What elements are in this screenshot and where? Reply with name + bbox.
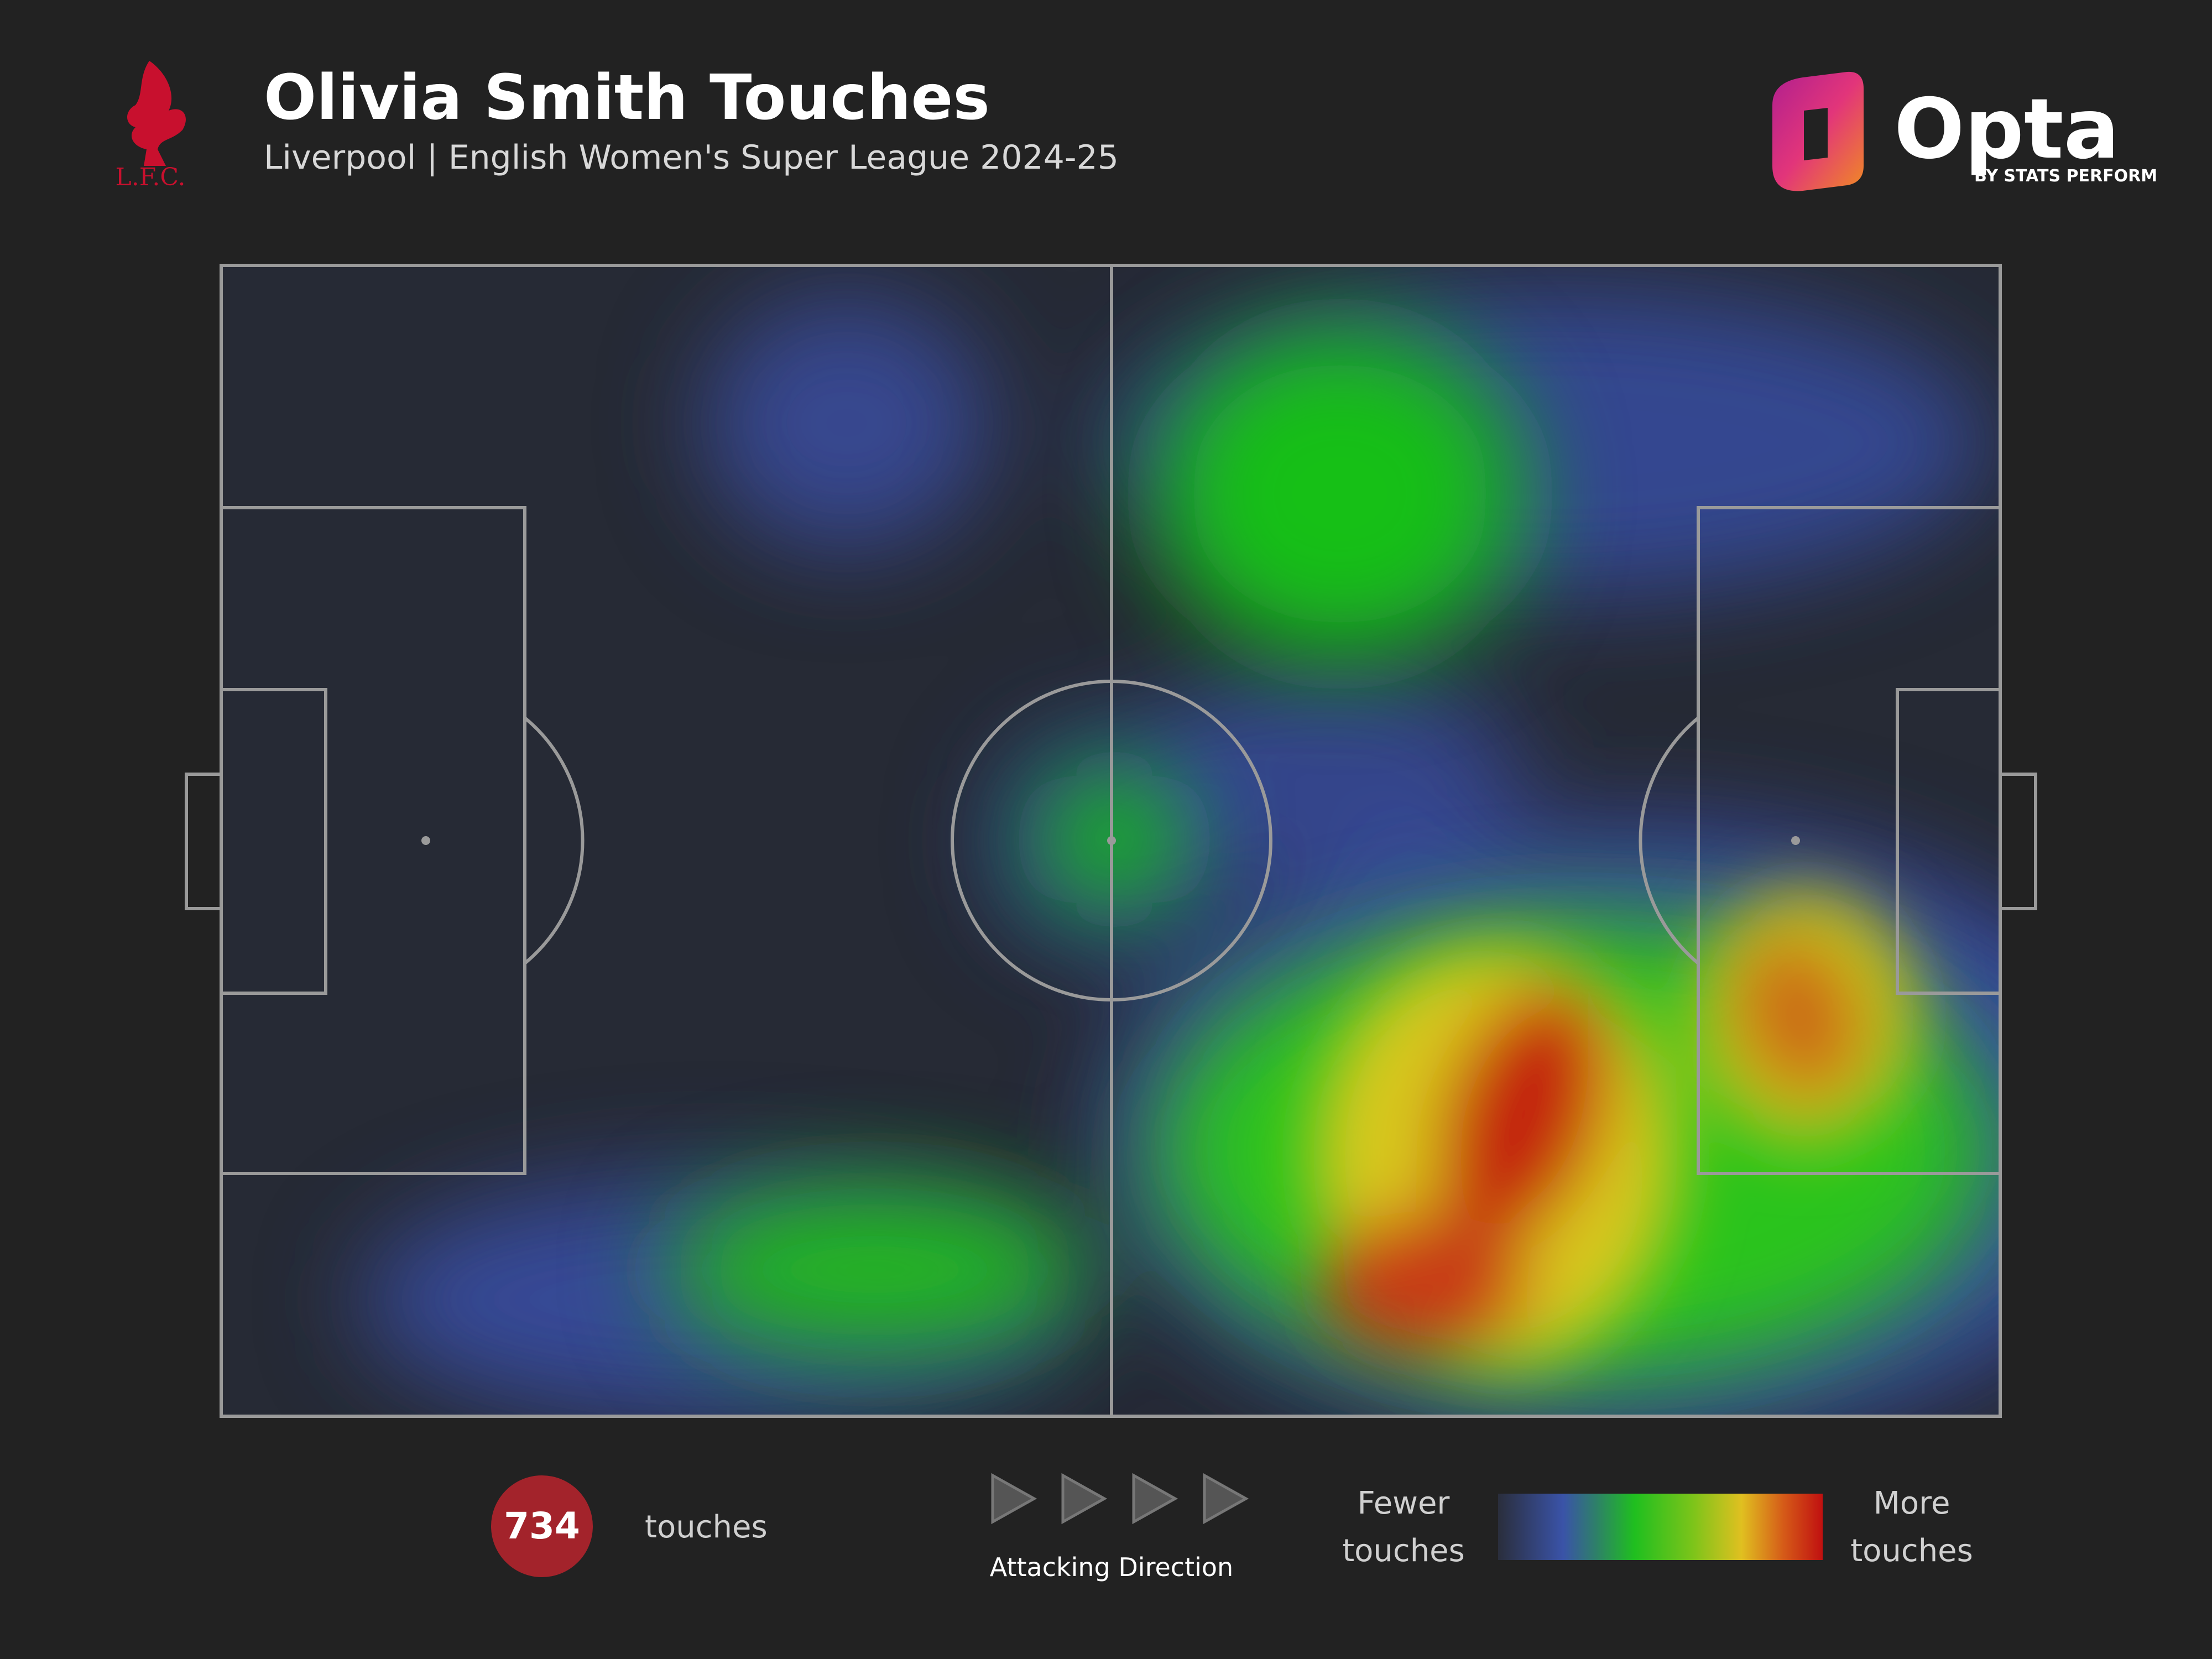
heat-blob	[665, 1187, 1085, 1353]
heatmap	[359, 288, 2000, 1416]
goal	[1999, 773, 2037, 910]
touches-count: 734	[504, 1505, 580, 1547]
heat-blob	[1320, 1212, 1530, 1355]
club-logo: L.F.C.	[116, 61, 186, 191]
heat-high	[1313, 889, 1916, 1367]
brand-mark-cut	[1804, 108, 1828, 160]
brand-tagline: BY STATS PERFORM	[1974, 166, 2157, 186]
heat-blob	[1735, 935, 1863, 1097]
club-initials: L.F.C.	[116, 163, 186, 191]
penalty-arc	[524, 716, 585, 965]
liver-bird	[127, 61, 186, 166]
count-badge	[491, 1475, 593, 1577]
direction-arrows	[991, 1473, 1249, 1525]
pitch-lines	[185, 264, 2037, 1418]
brand-logo: Opta BY STATS PERFORM	[1772, 71, 2157, 191]
legend-low-label: Fewer touches	[1342, 1485, 1465, 1569]
heat-blob	[1157, 328, 1522, 660]
arrow	[1061, 1473, 1108, 1525]
brand-name: Opta	[1894, 81, 2120, 178]
penalty-spot	[421, 836, 430, 845]
penalty-spot	[1791, 836, 1800, 845]
heat-blob	[703, 296, 990, 550]
arrow	[991, 1473, 1037, 1525]
arrow	[1132, 1473, 1178, 1525]
touches-label: touches	[645, 1509, 768, 1545]
direction-label: Attacking Direction	[990, 1552, 1233, 1582]
centre-circle	[951, 680, 1272, 1001]
legend-high-label: More touches	[1850, 1485, 1973, 1569]
arrow	[1203, 1473, 1249, 1525]
heat-blob	[1437, 987, 1610, 1242]
penalty-arc	[1639, 716, 1699, 965]
legend-colorbar	[1498, 1494, 1823, 1560]
goal	[185, 773, 223, 910]
title: Olivia Smith Touches	[264, 62, 990, 134]
centre-spot	[1107, 836, 1116, 845]
subtitle: Liverpool | English Women's Super League…	[264, 138, 1119, 177]
